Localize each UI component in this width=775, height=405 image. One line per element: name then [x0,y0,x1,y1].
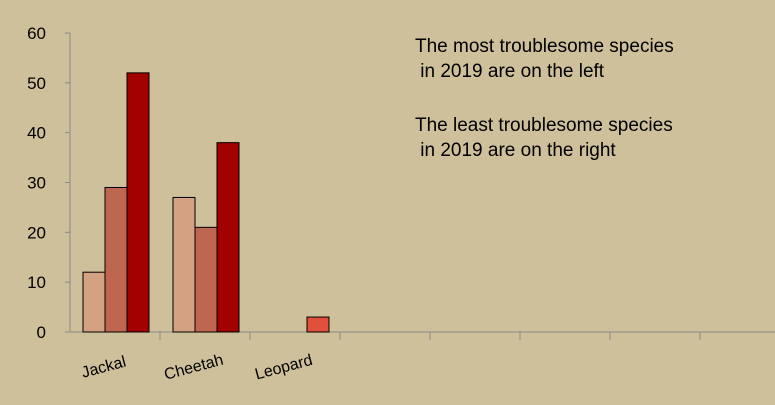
bar-jackal-series-2 [104,186,128,333]
bars-group [82,72,330,333]
y-tick-labels: 0 10 20 30 40 50 60 [27,24,46,342]
annotation-least-line-2: in 2019 are on the right [415,140,616,161]
x-tick-label-jackal: Jackal [80,354,128,382]
bar-cheetah-series-3 [216,142,240,333]
annotation-most-line-1: The most troublesome species [415,36,674,57]
bar-leopard-series-3 [306,316,330,333]
y-tick-label: 60 [27,24,46,43]
annotation-least-line-1: The least troublesome species [415,115,673,136]
x-tick-label-cheetah: Cheetah [162,352,225,384]
annotations-group: The most troublesome species in 2019 are… [415,36,674,161]
y-tick-label: 40 [27,124,46,143]
y-tick-label: 30 [27,174,46,193]
y-tick-label: 20 [27,223,46,242]
y-tick-label: 50 [27,74,46,93]
bar-jackal-series-3 [126,72,150,333]
bar-jackal-series-1 [82,271,106,333]
x-tick-labels: Jackal Cheetah Leopard [80,352,315,384]
bar-cheetah-series-1 [172,196,196,333]
y-tick-label: 10 [27,273,46,292]
bar-cheetah-series-2 [194,226,218,333]
x-tick-label-leopard: Leopard [253,352,314,384]
y-tick-label: 0 [37,323,46,342]
annotation-most-line-2: in 2019 are on the left [415,61,605,82]
